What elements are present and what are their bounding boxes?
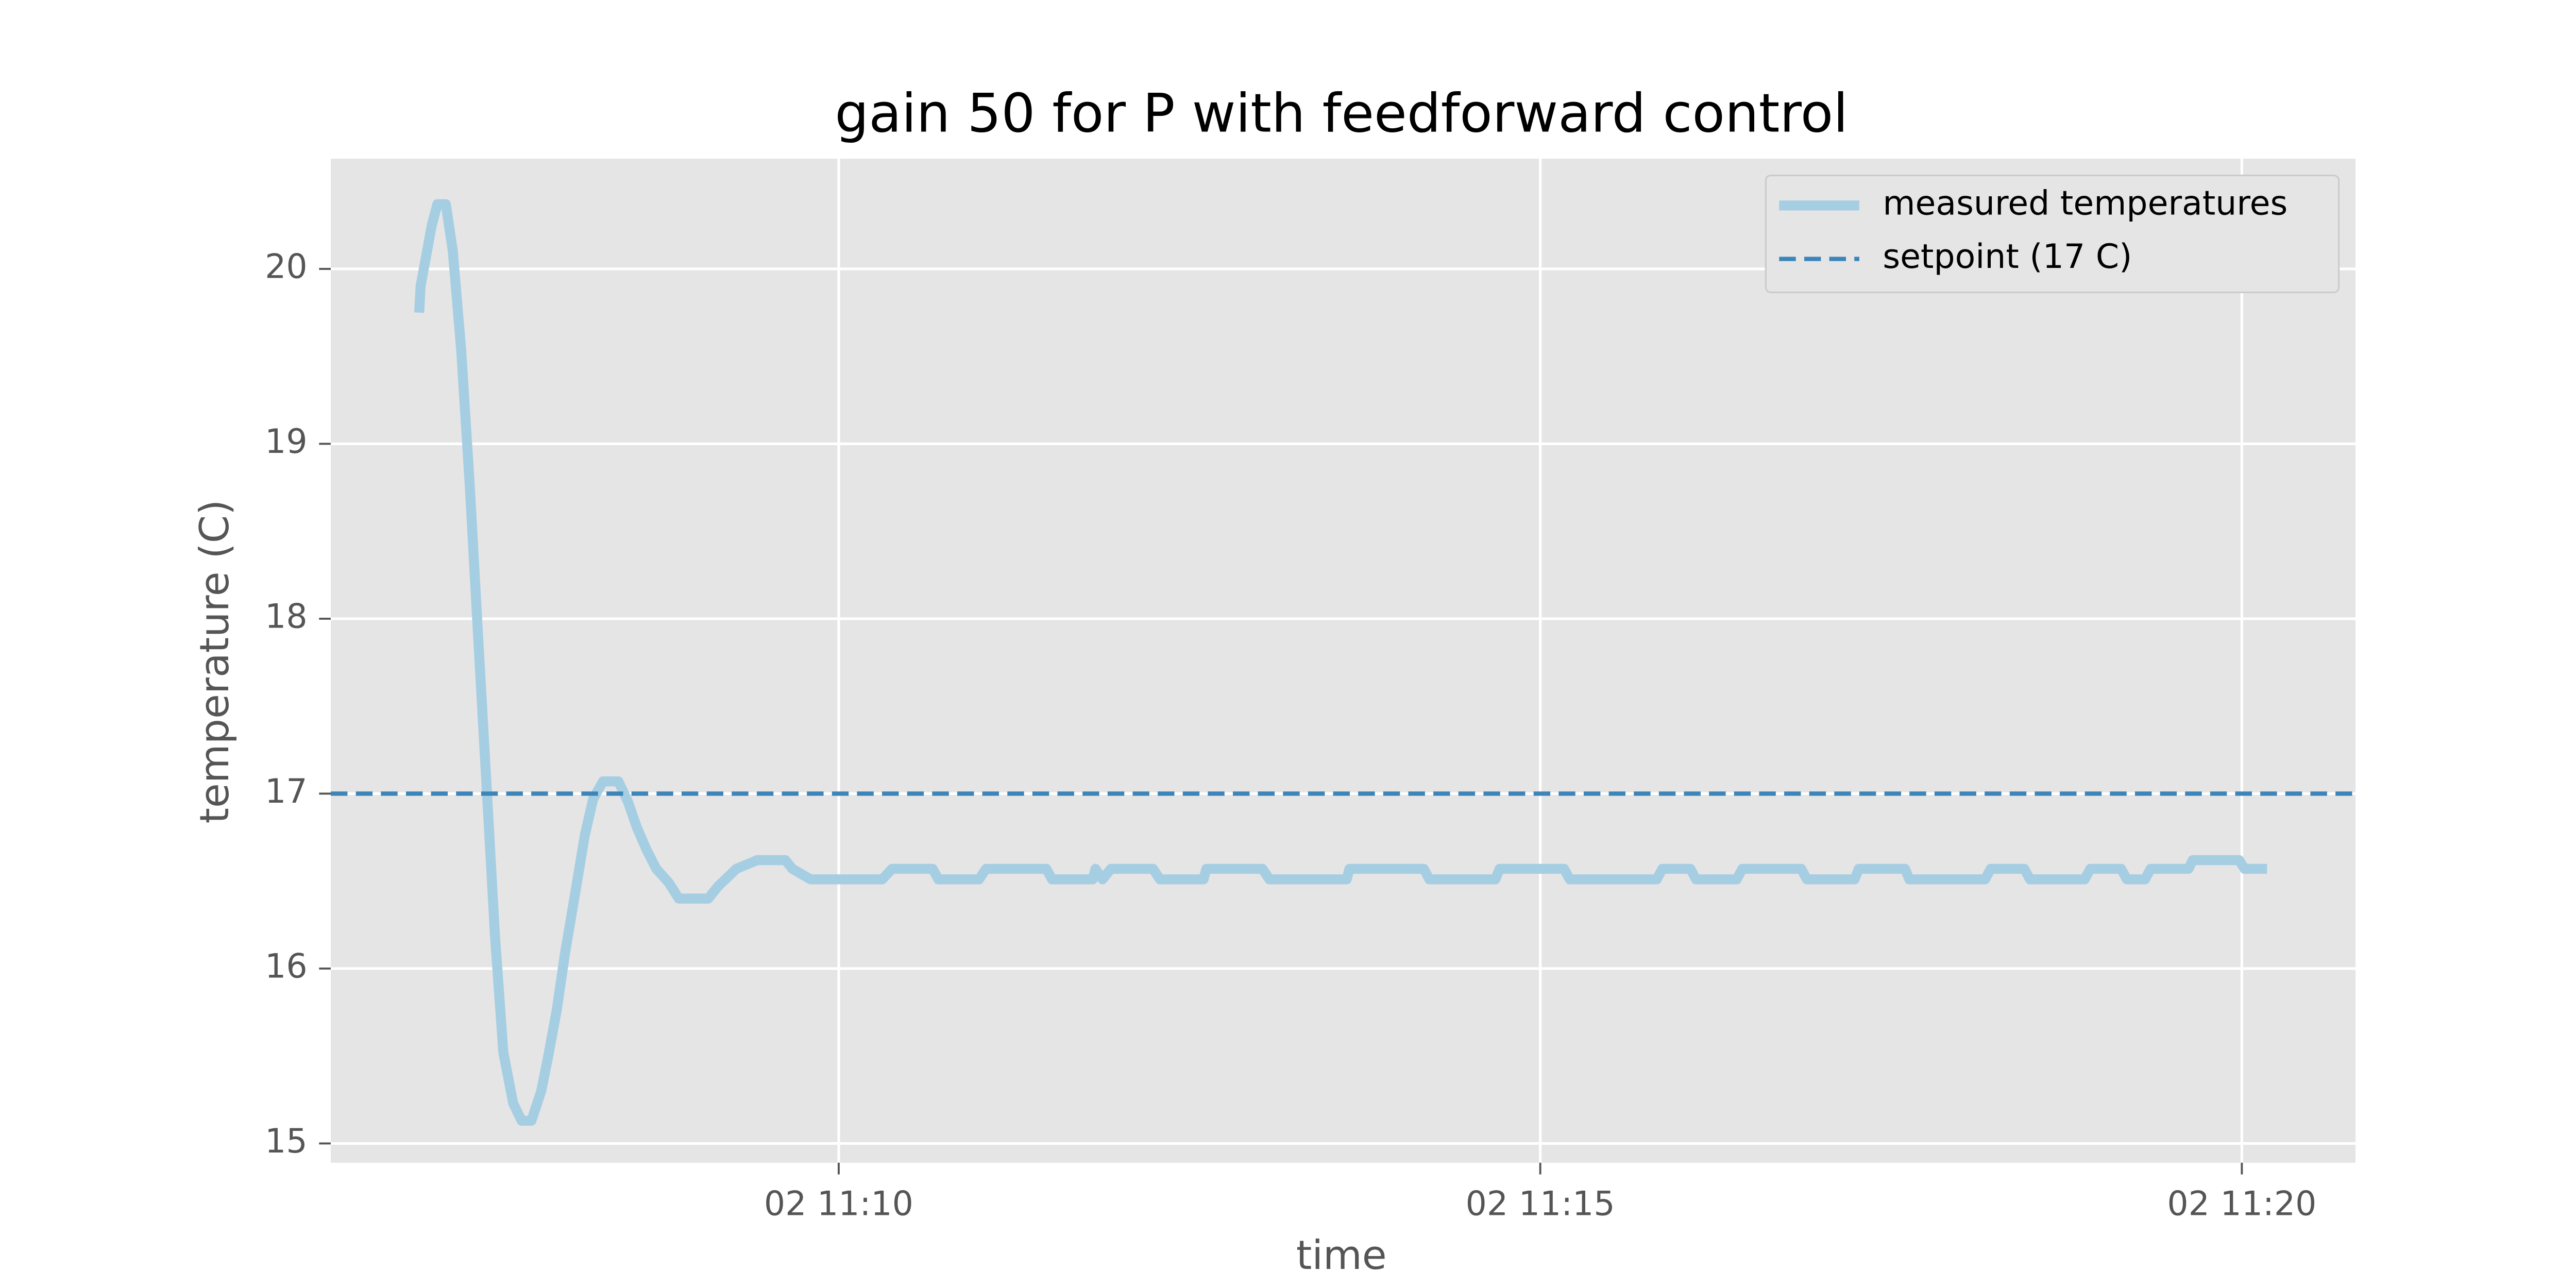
plot-area	[331, 159, 2355, 1163]
y-tick-label: 15	[265, 1122, 308, 1161]
y-axis-label: temperature (C)	[192, 500, 238, 824]
chart-title: gain 50 for P with feedforward control	[835, 82, 1848, 144]
legend-label: measured temperatures	[1883, 184, 2287, 223]
x-axis-label: time	[1296, 1232, 1387, 1279]
x-tick-label: 02 11:15	[1466, 1185, 1615, 1224]
legend-label: setpoint (17 C)	[1883, 238, 2132, 276]
marks	[331, 199, 2355, 1126]
y-tick-label: 16	[265, 947, 308, 986]
y-tick-label: 17	[265, 772, 308, 811]
x-tick-label: 02 11:20	[2167, 1185, 2316, 1224]
data-line	[414, 199, 2267, 1126]
y-tick-label: 19	[265, 422, 308, 461]
x-tick-label: 02 11:10	[764, 1185, 913, 1224]
legend: measured temperatures setpoint (17 C)	[1765, 174, 2340, 294]
legend-box	[1765, 174, 2340, 294]
y-tick-label: 18	[265, 598, 308, 636]
y-tick-label: 20	[265, 248, 308, 286]
